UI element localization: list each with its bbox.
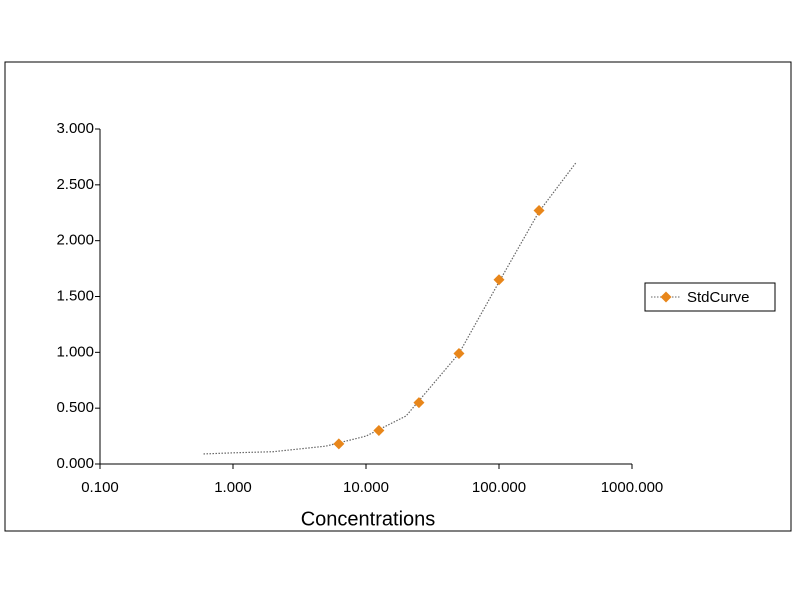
x-tick-label: 0.100 xyxy=(81,479,119,496)
data-point xyxy=(493,274,505,286)
legend-label: StdCurve xyxy=(687,289,750,306)
y-tick-label: 0.000 xyxy=(56,455,94,472)
x-tick-label: 100.000 xyxy=(472,479,526,496)
data-point xyxy=(373,425,385,436)
data-point xyxy=(533,205,545,217)
y-tick-label: 0.500 xyxy=(56,399,94,416)
y-tick-label: 1.500 xyxy=(56,287,94,304)
x-tick-label: 1.000 xyxy=(214,479,252,496)
legend-marker xyxy=(660,291,672,303)
y-tick-label: 1.000 xyxy=(56,343,94,360)
x-tick-label: 10.000 xyxy=(343,479,389,496)
x-tick-label: 1000.000 xyxy=(601,479,664,496)
data-point xyxy=(453,347,465,359)
y-tick-label: 2.000 xyxy=(56,232,94,249)
y-tick-label: 2.500 xyxy=(56,176,94,193)
data-point xyxy=(413,397,425,409)
x-axis-label: Concentrations xyxy=(301,508,436,530)
y-tick-label: 3.000 xyxy=(56,120,94,137)
data-point xyxy=(333,438,345,450)
fit-curve xyxy=(203,162,577,455)
